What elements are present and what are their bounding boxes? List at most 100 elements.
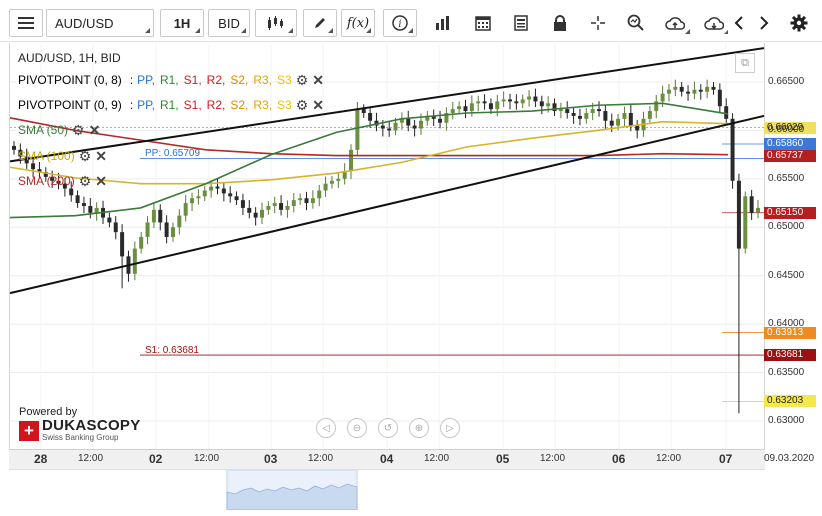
pivot-legend-items: PP, R1, S1, R2, S2, R3, S3 <box>137 98 292 112</box>
pivot-legend-item: S1, <box>183 98 202 112</box>
scroll-right-button[interactable] <box>753 9 775 37</box>
sma50-line <box>9 102 729 219</box>
candle-body <box>266 205 271 210</box>
indicators-button[interactable]: f(x) <box>341 9 375 37</box>
candle-body <box>215 186 220 189</box>
news-button[interactable] <box>504 9 538 37</box>
gear-icon[interactable]: ⚙ <box>295 72 309 88</box>
zoom-out-button[interactable]: ⊖ <box>347 418 367 438</box>
close-icon[interactable]: ✕ <box>312 97 325 113</box>
upload-button[interactable] <box>657 9 693 37</box>
pan-left-button[interactable]: ◁ <box>316 418 336 438</box>
sma100-legend: SMA (100) ⚙ ✕ <box>18 149 107 163</box>
candle-body <box>349 149 354 172</box>
candle-body <box>393 122 398 131</box>
x-tick-label: 03 <box>264 452 278 466</box>
gear-icon[interactable]: ⚙ <box>72 122 85 138</box>
candle-body <box>749 196 754 213</box>
fx-label: f(x) <box>346 15 370 31</box>
pivot-legend-sep: : <box>129 98 134 112</box>
chart-title: AUD/USD, 1H, BID <box>18 51 121 65</box>
candle-body <box>24 156 29 164</box>
menu-button[interactable] <box>9 9 43 37</box>
gear-icon <box>790 14 808 32</box>
dropdown-corner-icon <box>366 28 371 33</box>
candles-icon <box>268 16 283 30</box>
scroll-left-button[interactable] <box>728 9 750 37</box>
trend-channel <box>9 47 765 295</box>
candle-body <box>539 101 544 107</box>
reset-zoom-button[interactable]: ↺ <box>378 418 398 438</box>
candle-body <box>590 109 595 113</box>
crosshair-icon <box>591 16 605 30</box>
dropdown-corner-icon <box>288 28 293 33</box>
candle-body <box>387 128 392 131</box>
candle-body <box>253 212 258 218</box>
candle-body <box>418 120 423 129</box>
candle-body <box>711 86 716 90</box>
triangle-left-icon: ◁ <box>322 422 330 434</box>
candle-body <box>12 145 16 150</box>
zoom-button[interactable] <box>619 9 653 37</box>
close-icon[interactable]: ✕ <box>95 173 107 189</box>
candle-body <box>62 183 67 189</box>
x-tick-label: 07 <box>719 452 733 466</box>
sma100-label: SMA (100) <box>18 149 75 163</box>
lock-button[interactable] <box>543 9 577 37</box>
candle-body <box>37 169 42 173</box>
x-tick-label: 12:00 <box>656 453 682 464</box>
price-tag: 0.65860 <box>764 137 816 150</box>
close-icon[interactable]: ✕ <box>95 148 107 164</box>
x-tick-label: 12:00 <box>194 453 220 464</box>
candle-body <box>597 109 602 112</box>
chart-type-button[interactable] <box>255 9 297 37</box>
pencil-icon <box>315 18 325 28</box>
instrument-label: AUD/USD <box>55 16 114 31</box>
candle-body <box>482 101 487 104</box>
dropdown-corner-icon <box>328 28 333 33</box>
pivot-legend-items: PP, R1, S1, R2, S2, R3, S3 <box>137 73 292 87</box>
x-tick-label: 06 <box>612 452 626 466</box>
gear-icon[interactable]: ⚙ <box>78 173 92 189</box>
candle-body <box>698 89 703 92</box>
candle-body <box>240 200 245 208</box>
candle-body <box>527 96 532 100</box>
candle-body <box>291 200 296 206</box>
navigator[interactable] <box>9 469 765 511</box>
draw-tools-button[interactable] <box>303 9 337 37</box>
timeframe-select[interactable]: 1H <box>160 9 204 37</box>
candle-body <box>139 236 144 249</box>
candle-body <box>145 222 150 237</box>
candle-body <box>202 190 207 197</box>
navigator-sparkline <box>226 469 358 511</box>
sma200-line <box>9 117 729 157</box>
candle-body <box>158 209 163 223</box>
close-icon[interactable]: ✕ <box>88 122 101 138</box>
candle-body <box>488 103 493 110</box>
instrument-select[interactable]: AUD/USD <box>46 9 154 37</box>
candle-body <box>476 101 481 104</box>
candle-body <box>508 99 512 102</box>
settings-button[interactable] <box>786 9 812 37</box>
dukascopy-logo[interactable]: + DUKASCOPY Swiss Banking Group <box>19 418 141 442</box>
download-button[interactable] <box>696 9 732 37</box>
plot-area[interactable] <box>9 43 765 449</box>
zoom-icon <box>627 14 644 31</box>
candle-body <box>469 103 474 112</box>
gear-icon[interactable]: ⚙ <box>295 97 309 113</box>
zoom-in-button[interactable]: ⊕ <box>409 418 429 438</box>
crosshair-button[interactable] <box>581 9 615 37</box>
info-button[interactable]: i <box>383 9 417 37</box>
close-icon[interactable]: ✕ <box>312 72 325 88</box>
pan-right-button[interactable]: ▷ <box>440 418 460 438</box>
gear-icon[interactable]: ⚙ <box>78 148 92 164</box>
expand-button[interactable]: ⧉ <box>735 53 755 73</box>
pivot-legend-name: PIVOTPOINT (0, 8) <box>18 73 122 87</box>
side-select[interactable]: BID <box>208 9 250 37</box>
candle-body <box>686 91 691 94</box>
candle-body <box>660 93 665 102</box>
volume-button[interactable] <box>426 9 460 37</box>
calendar-icon <box>475 16 491 31</box>
calendar-button[interactable] <box>466 9 500 37</box>
